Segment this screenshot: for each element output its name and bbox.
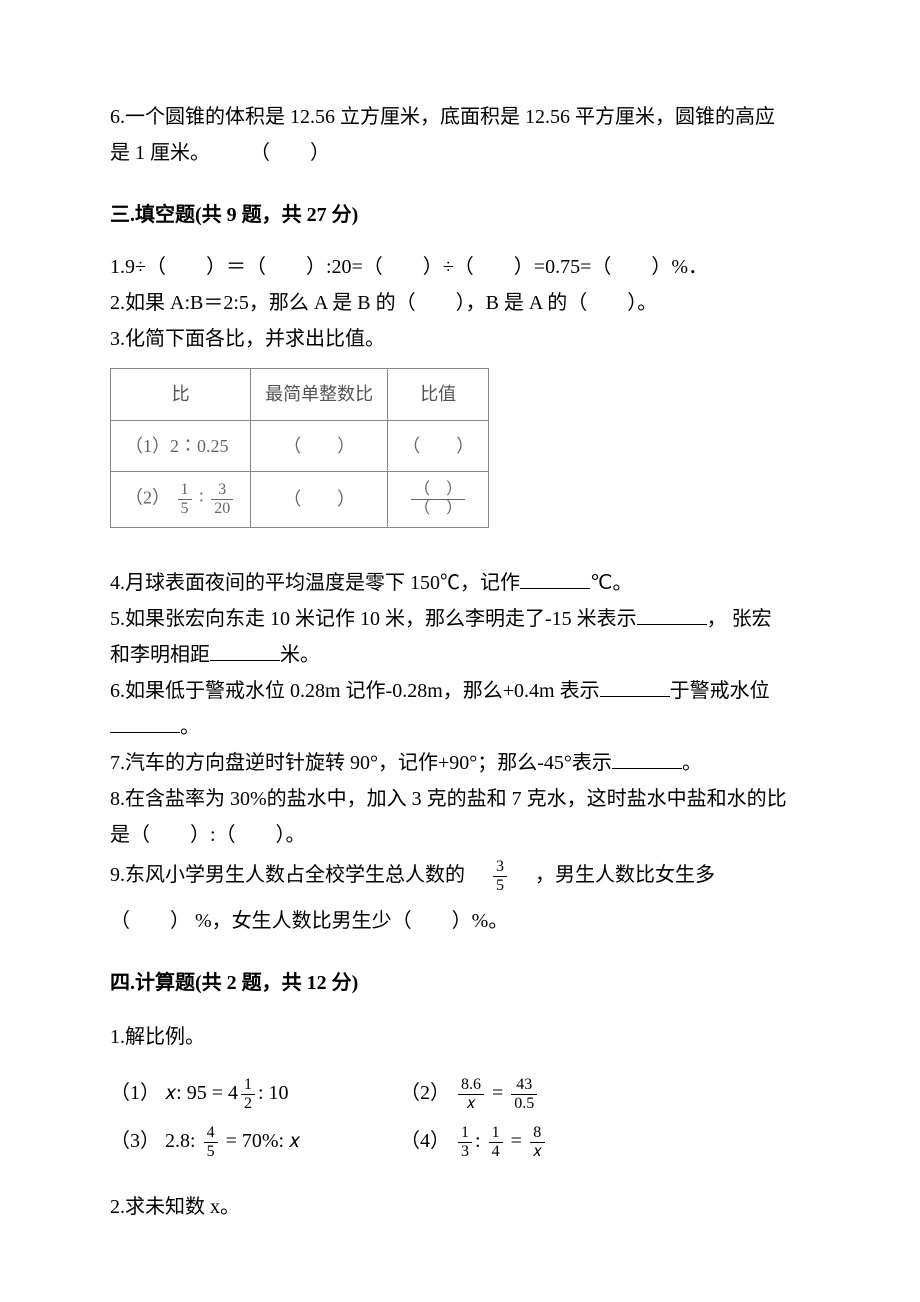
th-simplest: 最简单整数比 [251, 369, 388, 421]
p4-f3: 8𝑥 [530, 1125, 545, 1160]
spacer [110, 546, 810, 566]
page: 6.一个圆锥的体积是 12.56 立方厘米，底面积是 12.56 平方厘米，圆锥… [0, 0, 920, 1302]
fill-q5-line2: 和李明相距 米。 [110, 638, 810, 672]
simplify-table: 比 最简单整数比 比值 （1）2∶0.25 （ ） （ ） （2） 1 5 ∶ … [110, 368, 489, 528]
q5-c: 和李明相距 [110, 644, 210, 666]
p2-eq: = [487, 1082, 508, 1104]
prop-3: （3） 2.8: 45 = 70%: 𝑥 [110, 1124, 400, 1160]
q5-blank2 [210, 640, 280, 661]
fill-q1: 1.9÷（ ）＝（ ）:20=（ ）÷（ ）=0.75=（ ）%． [110, 250, 810, 284]
prop-2: （2） 8.6𝑥 = 430.5 [400, 1076, 660, 1112]
fill-q2: 2.如果 A:B＝2:5，那么 A 是 B 的（ ），B 是 A 的（ ）。 [110, 286, 810, 320]
p4-eq: = [506, 1130, 527, 1152]
calc-q2: 2.求未知数 x。 [110, 1190, 810, 1224]
fill-q8-line2: 是（ ）:（ ）。 [110, 818, 810, 852]
th-ratio: 比 [111, 369, 251, 421]
r2c1: （2） 1 5 ∶ 3 20 [111, 472, 251, 528]
r2-frac1: 1 5 [178, 482, 192, 517]
fill-q5: 5.如果张宏向东走 10 米记作 10 米，那么李明走了-15 米表示 ， 张宏 [110, 602, 810, 636]
q9-frac: 3 5 [493, 859, 507, 894]
p4-f1: 13 [458, 1125, 472, 1160]
p3-label: （3） [110, 1130, 160, 1152]
q5-a: 5.如果张宏向东走 10 米记作 10 米，那么李明走了-15 米表示 [110, 608, 637, 630]
judge-q6-line1: 6.一个圆锥的体积是 12.56 立方厘米，底面积是 12.56 平方厘米，圆锥… [110, 100, 810, 134]
r2-label: （2） [125, 488, 170, 508]
p2-label: （2） [400, 1082, 450, 1104]
q5-b: ， 张宏 [707, 608, 772, 630]
p3-b: = 70%: 𝑥 [221, 1130, 301, 1152]
fill-q4: 4.月球表面夜间的平均温度是零下 150℃，记作 ℃。 [110, 566, 810, 600]
p2-f1: 8.6𝑥 [458, 1077, 484, 1112]
r1c1: （1）2∶0.25 [111, 420, 251, 472]
judge-q6-line2: 是 1 厘米。 （ ） [110, 136, 810, 170]
r1c3: （ ） [388, 420, 489, 472]
th-value: 比值 [388, 369, 489, 421]
q5-d: 米。 [280, 644, 320, 666]
q6-b: 于警戒水位 [670, 680, 770, 702]
p3-f: 45 [204, 1125, 218, 1160]
p3-a: 2.8: [165, 1130, 201, 1152]
r2c3-frac: （ ） （ ） [411, 482, 465, 517]
q5-blank1 [637, 604, 707, 625]
p2-f2: 430.5 [511, 1077, 537, 1112]
fill-q6-line2: 。 [110, 710, 810, 744]
r2-colon: ∶ [199, 488, 204, 508]
p1-label: （1） [110, 1082, 160, 1104]
q4-b: ℃。 [590, 572, 632, 594]
r2-frac2: 3 20 [211, 482, 233, 517]
fill-q7: 7.汽车的方向盘逆时针旋转 90°，记作+90°；那么-45°表示 。 [110, 746, 810, 780]
r1c2: （ ） [251, 420, 388, 472]
q9-a: 9.东风小学男生人数占全校学生总人数的 [110, 864, 485, 886]
p4-f2: 14 [489, 1125, 503, 1160]
r2c2: （ ） [251, 472, 388, 528]
p1-b: : 10 [258, 1082, 289, 1104]
r2c3: （ ） （ ） [388, 472, 489, 528]
calc-q1: 1.解比例。 [110, 1020, 810, 1054]
q9-b: ，男生人数比女生多 [515, 864, 715, 886]
q6-c: 。 [180, 716, 200, 738]
proportion-block: （1） 𝑥: 95 = 412: 10 （2） 8.6𝑥 = 430.5 （3）… [110, 1076, 810, 1160]
p1-frac: 12 [241, 1077, 255, 1112]
section4-heading: 四.计算题(共 2 题，共 12 分) [110, 966, 810, 1000]
fill-q6: 6.如果低于警戒水位 0.28m 记作-0.28m，那么+0.4m 表示 于警戒水… [110, 674, 810, 708]
q7-blank [612, 748, 682, 769]
p1-a: 𝑥: 95 = 4 [165, 1082, 238, 1104]
fill-q8-line1: 8.在含盐率为 30%的盐水中，加入 3 克的盐和 7 克水，这时盐水中盐和水的… [110, 782, 810, 816]
section3-heading: 三.填空题(共 9 题，共 27 分) [110, 198, 810, 232]
q7-a: 7.汽车的方向盘逆时针旋转 90°，记作+90°；那么-45°表示 [110, 752, 612, 774]
q6-blank1 [600, 676, 670, 697]
p4-label: （4） [400, 1130, 450, 1152]
q4-blank [520, 568, 590, 589]
fill-q9-line2: （ ） %，女生人数比男生少（ ）%。 [110, 904, 810, 938]
prop-4: （4） 13: 14 = 8𝑥 [400, 1124, 660, 1160]
q6-blank2 [110, 712, 180, 733]
prop-1: （1） 𝑥: 95 = 412: 10 [110, 1076, 400, 1112]
q6-a: 6.如果低于警戒水位 0.28m 记作-0.28m，那么+0.4m 表示 [110, 680, 600, 702]
q7-b: 。 [682, 752, 702, 774]
p4-colon: : [475, 1130, 486, 1152]
q4-a: 4.月球表面夜间的平均温度是零下 150℃，记作 [110, 572, 520, 594]
fill-q9-line1: 9.东风小学男生人数占全校学生总人数的 3 5 ，男生人数比女生多 [110, 858, 810, 894]
fill-q3: 3.化简下面各比，并求出比值。 [110, 322, 810, 356]
